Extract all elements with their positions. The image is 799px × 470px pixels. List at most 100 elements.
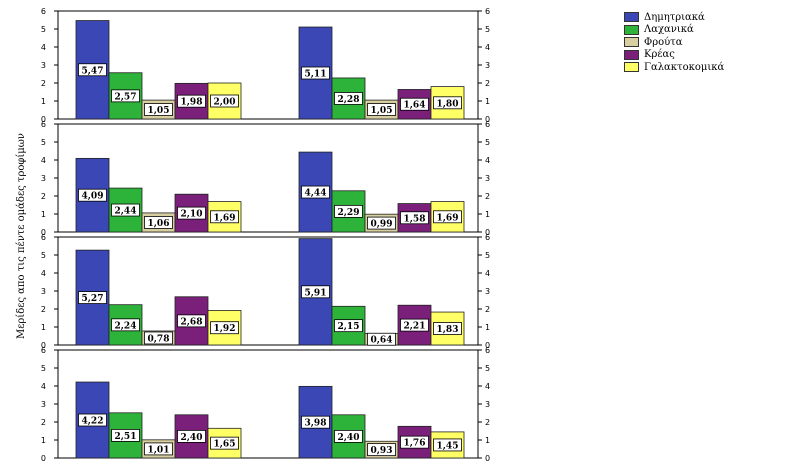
data-label-box-p1-g1-s3	[400, 211, 429, 225]
data-label-p2-g0-s0: 5,27	[82, 294, 104, 304]
data-label-box-p0-g1-s4	[433, 96, 462, 110]
data-label-p2-g1-s0: 5,91	[305, 288, 327, 298]
data-label-box-p3-g1-s0	[301, 415, 330, 429]
y-tick-label-left-3-1: 1	[41, 436, 46, 445]
data-label-p0-g1-s3: 1,64	[404, 101, 426, 111]
data-label-box-p2-g0-s2	[144, 331, 173, 345]
y-tick-label-left-2-1: 1	[41, 323, 46, 332]
data-label-box-p1-g1-s2	[367, 216, 396, 230]
legend-swatch-4	[624, 62, 639, 73]
data-label-p1-g1-s0: 4,44	[305, 189, 327, 199]
data-label-box-p3-g1-s3	[400, 435, 429, 449]
y-tick-label-right-1-6: 6	[485, 120, 490, 129]
data-label-box-p1-g0-s4	[210, 210, 239, 224]
y-axis-title: Μερίδες απο τις πέντε ομάδες τροφίμων	[16, 132, 27, 340]
legend-item-3: Κρέας	[624, 49, 724, 62]
y-tick-label-right-1-3: 3	[485, 174, 490, 183]
y-tick-label-right-3-3: 3	[485, 400, 490, 409]
data-label-p2-g1-s2: 0,64	[371, 336, 393, 346]
data-label-box-p1-g0-s0	[78, 188, 107, 202]
data-label-box-p0-g0-s0	[78, 63, 107, 77]
y-tick-label-right-0-0: 0	[485, 115, 490, 124]
y-tick-label-left-2-0: 0	[41, 341, 46, 350]
data-label-box-p0-g0-s4	[210, 94, 239, 108]
y-tick-label-left-1-3: 3	[41, 174, 46, 183]
y-tick-label-left-0-4: 4	[41, 43, 46, 52]
legend-label-3: Κρέας	[644, 49, 675, 61]
data-label-box-p2-g1-s0	[301, 285, 330, 299]
data-label-box-p1-g0-s2	[144, 216, 173, 229]
data-label-box-p0-g1-s0	[301, 66, 330, 80]
y-tick-label-right-2-1: 1	[485, 323, 490, 332]
y-tick-label-right-0-3: 3	[485, 61, 490, 70]
y-tick-label-left-1-4: 4	[41, 156, 46, 165]
y-tick-label-left-1-1: 1	[41, 210, 46, 219]
y-tick-label-right-2-6: 6	[485, 233, 490, 242]
y-tick-label-left-0-2: 2	[41, 79, 46, 88]
data-label-p1-g0-s1: 2,44	[115, 207, 137, 217]
y-tick-label-right-2-4: 4	[485, 269, 490, 278]
y-tick-label-left-0-1: 1	[41, 97, 46, 106]
data-label-box-p1-g1-s0	[301, 185, 330, 199]
data-label-box-p2-g1-s4	[433, 322, 462, 335]
data-label-box-p0-g1-s3	[400, 97, 429, 111]
data-label-p3-g1-s1: 2,40	[338, 433, 360, 443]
legend: Δημητριακά Λαχανικά Φρούτα Κρέας Γαλακτο…	[624, 11, 724, 74]
data-label-box-p0-g0-s1	[111, 89, 140, 103]
y-tick-label-right-3-2: 2	[485, 418, 490, 427]
y-tick-label-right-3-1: 1	[485, 436, 490, 445]
y-tick-label-right-0-2: 2	[485, 79, 490, 88]
y-tick-label-right-2-5: 5	[485, 251, 490, 260]
legend-label-1: Λαχανικά	[644, 24, 694, 36]
y-tick-label-left-2-4: 4	[41, 269, 46, 278]
y-tick-label-right-0-6: 6	[485, 7, 490, 16]
y-tick-label-right-0-4: 4	[485, 43, 490, 52]
data-label-box-p2-g0-s0	[78, 291, 107, 304]
data-label-box-p0-g1-s1	[334, 92, 363, 105]
data-label-box-p3-g1-s2	[367, 443, 396, 457]
data-label-box-p3-g0-s2	[144, 442, 173, 456]
data-label-p0-g1-s2: 1,05	[371, 106, 393, 116]
legend-swatch-3	[624, 49, 639, 60]
y-tick-label-right-2-0: 0	[485, 341, 490, 350]
legend-item-4: Γαλακτοκομικά	[624, 61, 724, 74]
y-tick-label-left-3-3: 3	[41, 400, 46, 409]
data-label-box-p3-g0-s1	[111, 429, 140, 442]
legend-item-0: Δημητριακά	[624, 11, 724, 24]
y-tick-label-left-3-4: 4	[41, 382, 46, 391]
data-label-p1-g0-s0: 4,09	[82, 192, 104, 202]
y-tick-label-right-3-4: 4	[485, 382, 490, 391]
y-tick-label-left-0-3: 3	[41, 61, 46, 70]
data-label-box-p0-g0-s3	[177, 94, 206, 108]
legend-label-4: Γαλακτοκομικά	[644, 61, 725, 73]
data-label-p1-g1-s2: 0,99	[371, 220, 393, 230]
data-label-p3-g1-s2: 0,93	[371, 446, 393, 456]
data-label-box-p1-g1-s4	[433, 210, 462, 224]
data-label-p3-g1-s4: 1,45	[437, 441, 459, 451]
y-tick-label-right-1-0: 0	[485, 228, 490, 237]
data-label-p0-g1-s1: 2,28	[338, 95, 360, 105]
data-label-box-p2-g1-s1	[334, 319, 363, 333]
y-tick-label-left-2-2: 2	[41, 305, 46, 314]
y-tick-label-right-1-2: 2	[485, 192, 490, 201]
data-label-box-p2-g0-s4	[210, 321, 239, 335]
data-label-p2-g0-s2: 0,78	[148, 334, 170, 344]
data-label-p2-g1-s4: 1,83	[437, 325, 459, 335]
data-label-p3-g0-s2: 1,01	[148, 445, 170, 455]
data-label-box-p3-g0-s3	[177, 429, 206, 443]
y-tick-label-right-3-5: 5	[485, 364, 490, 373]
data-label-p2-g1-s3: 2,21	[404, 322, 426, 332]
data-label-box-p3-g1-s1	[334, 429, 363, 443]
data-label-p3-g0-s0: 4,22	[82, 417, 104, 427]
data-label-box-p2-g0-s1	[111, 318, 140, 332]
y-tick-label-left-3-5: 5	[41, 364, 46, 373]
data-label-p2-g0-s1: 2,24	[115, 321, 137, 331]
y-tick-label-left-3-0: 0	[41, 454, 46, 463]
y-tick-label-right-0-5: 5	[485, 25, 490, 34]
y-tick-label-right-0-1: 1	[485, 97, 490, 106]
y-tick-label-left-3-2: 2	[41, 418, 46, 427]
legend-swatch-2	[624, 37, 639, 48]
data-label-p3-g0-s3: 2,40	[181, 433, 203, 443]
data-label-p0-g1-s0: 5,11	[305, 70, 327, 80]
